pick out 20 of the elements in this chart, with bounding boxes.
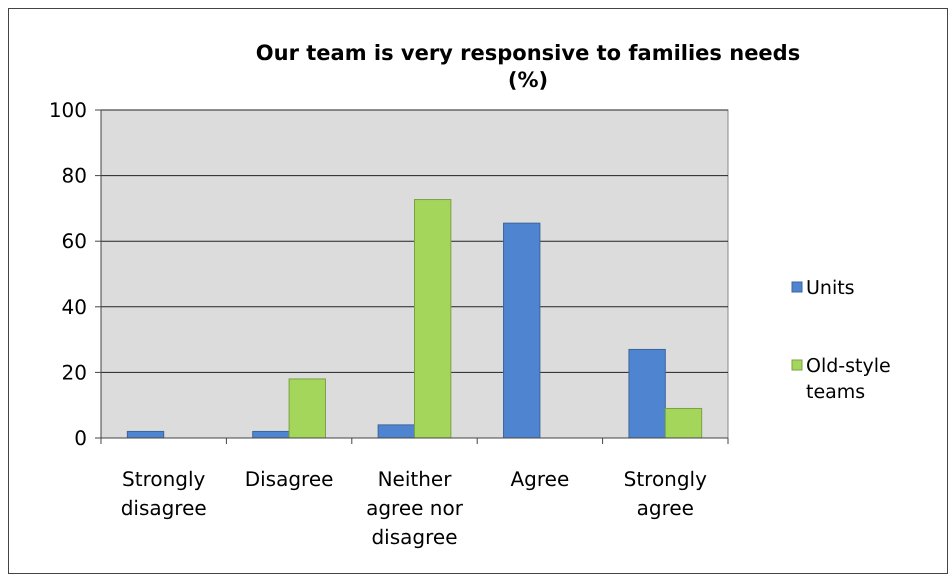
x-tick-label: Agree [510,467,570,491]
x-tick-label: Disagree [244,467,334,491]
chart-title: Our team is very responsive to families needs (%) [256,41,800,92]
bar [414,199,452,438]
x-tick-label: Strongly agree [624,467,708,520]
bar [288,378,326,438]
bar [503,222,540,438]
x-tick-label: Strongly disagree [120,467,207,520]
y-tick-label: 0 [74,426,87,450]
legend-label: Units [806,277,855,299]
y-tick-label: 40 [62,294,87,319]
bar [378,424,415,438]
bar [664,408,702,438]
x-tick-label: Neither agree nor disagree [366,467,464,549]
bar [628,348,666,438]
y-tick-label: 100 [48,98,87,122]
y-tick-label: 20 [62,360,87,384]
y-tick-label: 60 [62,229,87,254]
y-tick-label: 80 [62,164,87,188]
legend-label: Old-style teams [806,355,891,403]
